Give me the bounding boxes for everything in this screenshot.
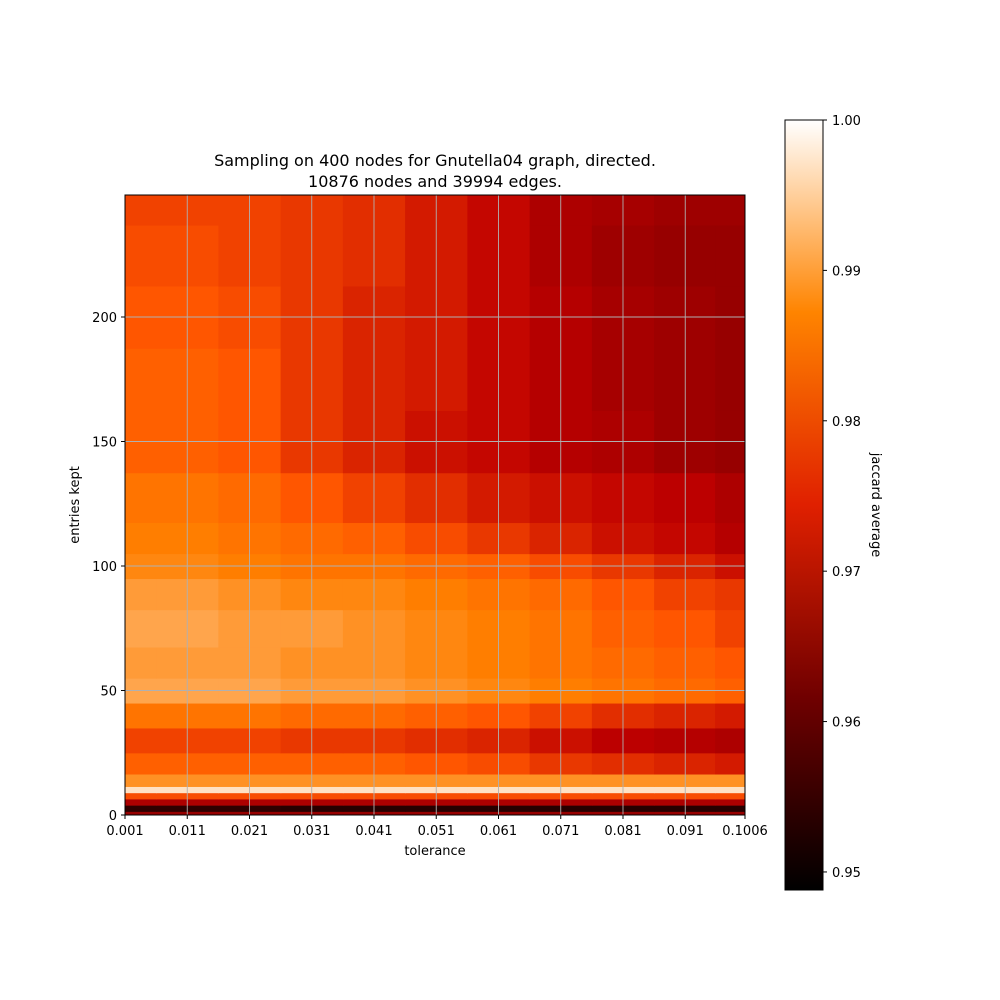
y-axis: 0 50 100 150 200	[92, 311, 125, 824]
gridlines	[125, 195, 745, 815]
heatmap-cell	[125, 522, 157, 555]
heatmap-cell	[125, 224, 157, 287]
y-tick-label: 50	[100, 685, 117, 700]
x-tick-label: 0.011	[169, 824, 206, 839]
heatmap-cell	[715, 195, 745, 226]
x-tick-label: 0.071	[542, 824, 579, 839]
heatmap-cell	[125, 609, 157, 648]
colorbar-tick-label: 0.96	[832, 716, 861, 731]
x-tick-label: 0.1006	[722, 824, 768, 839]
chart-subtitle: 10876 nodes and 39994 edges.	[308, 172, 562, 191]
heatmap-cell	[125, 472, 157, 524]
x-tick-label: 0.021	[231, 824, 268, 839]
x-tick-label: 0.031	[293, 824, 330, 839]
heatmap-cell	[125, 792, 157, 800]
x-tick-label: 0.051	[418, 824, 455, 839]
heatmap-cell	[715, 752, 745, 775]
heatmap-cell	[715, 805, 745, 812]
plot-frame	[124, 194, 746, 816]
heatmap-cell	[125, 786, 157, 794]
heatmap-cell	[715, 522, 745, 555]
heatmap-cell	[715, 811, 745, 815]
heatmap-cell	[715, 224, 745, 287]
heatmap-cell	[125, 752, 157, 775]
x-tick-label: 0.061	[480, 824, 517, 839]
colorbar-tick-label: 0.97	[832, 565, 861, 580]
x-tick-label: 0.041	[355, 824, 392, 839]
colorbar-tick-label: 0.95	[832, 866, 861, 881]
y-tick-label: 100	[92, 560, 117, 575]
heatmap-cell	[125, 727, 157, 754]
heatmap-cell	[715, 727, 745, 754]
heatmap-cells	[125, 195, 745, 815]
y-tick-label: 200	[92, 311, 117, 326]
heatmap-cell	[715, 609, 745, 648]
y-tick-label: 150	[92, 436, 117, 451]
heatmap-cell	[715, 646, 745, 679]
x-tick-label: 0.001	[106, 824, 143, 839]
x-tick-label: 0.081	[604, 824, 641, 839]
heatmap-cell	[715, 786, 745, 794]
colorbar-ticks: 0.95 0.96 0.97 0.98 0.99 1.00	[823, 114, 861, 881]
heatmap-cell	[715, 472, 745, 524]
heatmap-cell	[715, 578, 745, 611]
y-tick-label: 0	[109, 809, 117, 824]
heatmap-cell	[125, 702, 157, 729]
heatmap-cell	[125, 646, 157, 679]
heatmap-cell	[125, 798, 157, 806]
heatmap-cell	[715, 773, 745, 787]
heatmap-cell	[715, 702, 745, 729]
heatmap-cell	[125, 811, 157, 815]
heatmap-cell	[715, 798, 745, 806]
heatmap-cell	[125, 348, 157, 411]
heatmap-cell	[125, 773, 157, 787]
heatmap-cell	[125, 195, 157, 226]
heatmap-cell	[715, 348, 745, 411]
colorbar-label: jaccard average	[868, 452, 883, 558]
x-tick-label: 0.091	[667, 824, 704, 839]
heatmap-cell	[715, 792, 745, 800]
heatmap-cell	[125, 805, 157, 812]
x-axis-label: tolerance	[404, 844, 465, 859]
chart-title: Sampling on 400 nodes for Gnutella04 gra…	[214, 151, 656, 170]
y-axis-label: entries kept	[68, 466, 83, 544]
colorbar-tick-label: 0.99	[832, 264, 861, 279]
colorbar	[784, 119, 824, 891]
colorbar-tick-label: 1.00	[832, 114, 861, 129]
colorbar-tick-label: 0.98	[832, 415, 861, 430]
x-axis: 0.001 0.011 0.021 0.031 0.041 0.051 0.061 0.071…	[106, 815, 768, 839]
heatmap-cell	[125, 578, 157, 611]
